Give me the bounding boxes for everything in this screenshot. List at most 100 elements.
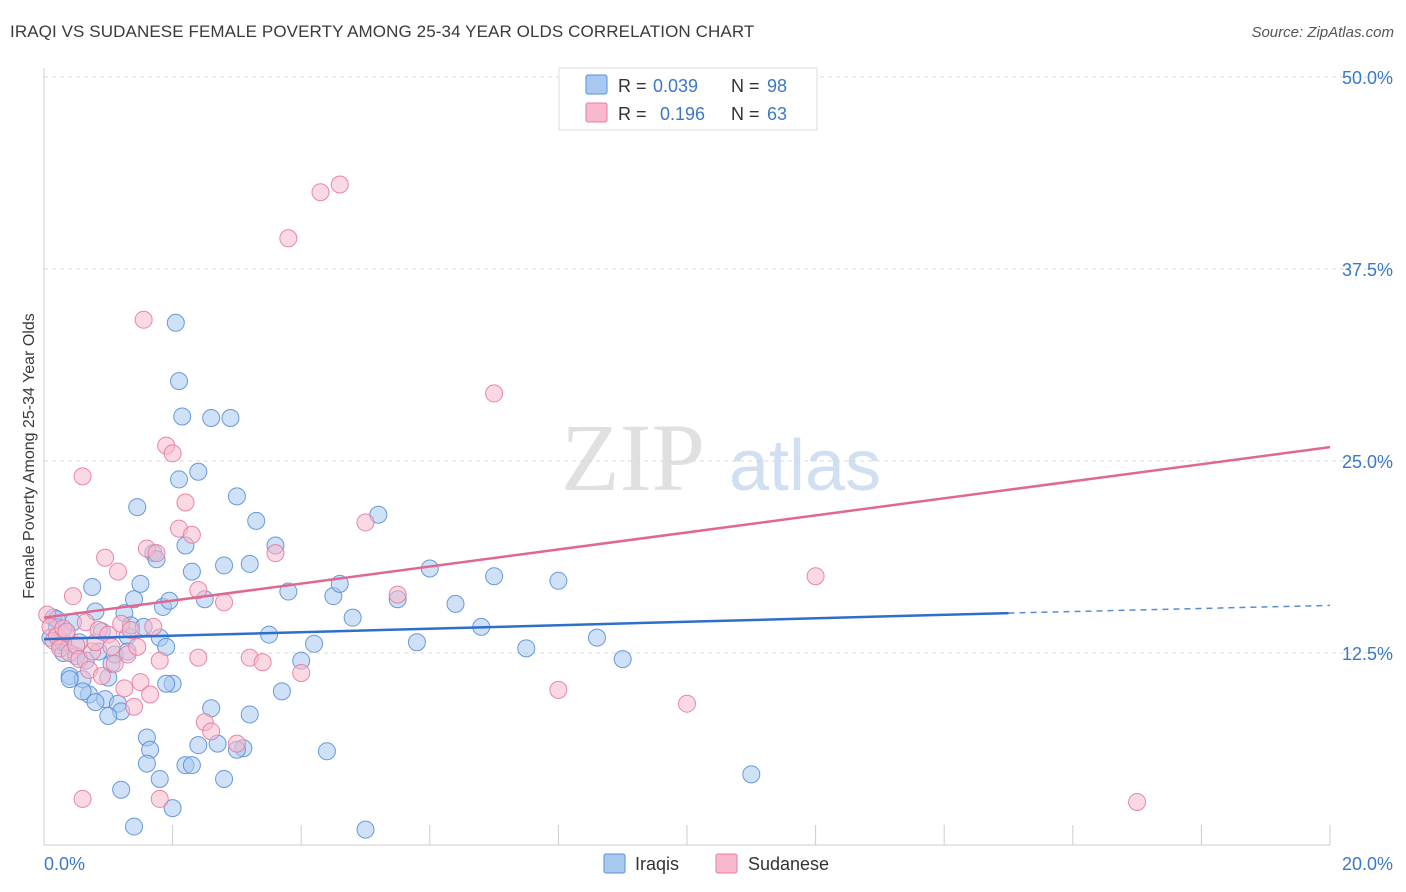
iraqis-point-59 xyxy=(305,634,324,653)
iraqis-point-80 xyxy=(86,693,105,712)
trend-line-iraqis-extension xyxy=(1008,604,1331,614)
sudanese-point-32 xyxy=(141,685,160,704)
iraqis-point-79 xyxy=(73,682,92,701)
iraqis-point-71 xyxy=(485,567,504,586)
x-tick-label-max: 20.0% xyxy=(1342,854,1393,874)
sudanese-point-45 xyxy=(227,734,246,753)
iraqis-point-96 xyxy=(182,756,201,775)
watermark: ZIP atlas xyxy=(561,404,881,511)
iraqis-point-44 xyxy=(189,462,208,481)
sudanese-point-17 xyxy=(92,667,111,686)
tick-labels: 12.5% 25.0% 37.5% 50.0% 0.0% 20.0% xyxy=(44,68,1393,874)
sudanese-point-56 xyxy=(549,680,568,699)
sudanese-point-62 xyxy=(189,581,208,600)
trend-lines xyxy=(43,445,1331,641)
iraqis-point-49 xyxy=(221,408,240,427)
y-tick-label-2: 37.5% xyxy=(1342,260,1393,280)
sudanese-point-41 xyxy=(189,648,208,667)
x-tick-label-min: 0.0% xyxy=(44,854,85,874)
sudanese-point-30 xyxy=(134,310,153,329)
bottom-legend-label-sudanese: Sudanese xyxy=(748,854,829,874)
iraqis-point-69 xyxy=(446,594,465,613)
iraqis-point-52 xyxy=(240,554,259,573)
trend-line-sudanese xyxy=(43,445,1331,619)
sudanese-point-57 xyxy=(678,694,696,713)
iraqis-point-63 xyxy=(343,608,362,627)
sudanese-point-6 xyxy=(57,622,76,641)
sudanese-point-27 xyxy=(125,697,144,716)
sudanese-point-35 xyxy=(150,651,169,670)
sudanese-point-28 xyxy=(128,637,147,656)
sudanese-point-58 xyxy=(806,567,825,586)
sudanese-point-43 xyxy=(202,722,221,741)
iraqis-point-75 xyxy=(613,650,632,669)
sudanese-point-61 xyxy=(150,789,169,808)
sudanese-point-33 xyxy=(144,617,163,636)
y-tick-label-0: 12.5% xyxy=(1342,644,1393,664)
legend-swatch-sudanese xyxy=(585,102,608,123)
sudanese-point-20 xyxy=(102,637,121,656)
sudanese-point-50 xyxy=(292,663,311,682)
iraqis-point-73 xyxy=(549,571,568,590)
legend-r-label-sudanese: R = xyxy=(618,104,647,124)
iraqis-point-92 xyxy=(240,705,259,724)
iraqis-point-40 xyxy=(170,372,189,391)
source-label: Source: ZipAtlas.com xyxy=(1251,24,1394,41)
iraqis-point-97 xyxy=(742,765,761,784)
sudanese-point-59 xyxy=(1128,792,1147,811)
sudanese-point-22 xyxy=(108,562,127,581)
iraqis-point-56 xyxy=(272,682,291,701)
sudanese-point-18 xyxy=(96,548,115,567)
sudanese-point-44 xyxy=(215,593,234,612)
iraqis-point-78 xyxy=(60,670,79,689)
series-iraqis-points xyxy=(41,313,761,839)
watermark-zip: ZIP xyxy=(561,404,705,511)
iraqis-point-81 xyxy=(99,706,118,725)
sudanese-point-39 xyxy=(176,493,195,512)
iraqis-point-94 xyxy=(157,674,176,693)
sudanese-point-29 xyxy=(131,673,150,692)
iraqis-point-86 xyxy=(163,799,182,818)
iraqis-point-53 xyxy=(247,511,266,530)
sudanese-point-34 xyxy=(147,544,166,563)
iraqis-point-57 xyxy=(279,582,298,601)
sudanese-point-11 xyxy=(73,467,92,486)
sudanese-point-8 xyxy=(63,587,82,606)
trend-line-iraqis xyxy=(43,611,1009,641)
iraqis-point-60 xyxy=(317,742,336,761)
legend-r-value-iraqis: 0.039 xyxy=(653,76,698,96)
iraqis-point-83 xyxy=(125,817,144,836)
iraqis-point-64 xyxy=(356,820,375,839)
legend-n-label-iraqis: N = xyxy=(731,76,760,96)
iraqis-point-72 xyxy=(517,639,536,658)
iraqis-point-90 xyxy=(215,769,234,788)
sudanese-point-52 xyxy=(330,175,349,194)
sudanese-point-48 xyxy=(266,544,285,563)
iraqis-point-74 xyxy=(587,628,606,647)
sudanese-point-37 xyxy=(163,444,182,463)
iraqis-point-82 xyxy=(112,780,131,799)
iraqis-point-89 xyxy=(202,408,221,427)
iraqis-point-28 xyxy=(131,574,150,593)
iraqis-point-95 xyxy=(170,470,189,489)
bottom-legend-swatch-sudanese xyxy=(715,853,738,874)
legend-n-value-iraqis: 98 xyxy=(767,76,787,96)
iraqis-point-27 xyxy=(128,498,147,517)
y-axis-label: Female Poverty Among 25-34 Year Olds xyxy=(21,313,38,599)
iraqis-point-84 xyxy=(137,754,156,773)
sudanese-point-21 xyxy=(105,654,124,673)
legend-n-value-sudanese: 63 xyxy=(767,104,787,124)
iraqis-point-13 xyxy=(83,577,102,596)
iraqis-point-43 xyxy=(182,562,201,581)
axes xyxy=(43,68,1331,846)
legend-n-label-sudanese: N = xyxy=(731,104,760,124)
iraqis-point-48 xyxy=(215,556,234,575)
sudanese-point-54 xyxy=(388,585,407,604)
legend-r-label-iraqis: R = xyxy=(618,76,647,96)
iraqis-point-39 xyxy=(166,313,185,332)
sudanese-point-40 xyxy=(182,525,201,544)
iraqis-point-41 xyxy=(173,407,192,426)
sudanese-point-47 xyxy=(253,653,272,672)
grid-lines xyxy=(44,76,1392,654)
iraqis-point-88 xyxy=(189,736,208,755)
